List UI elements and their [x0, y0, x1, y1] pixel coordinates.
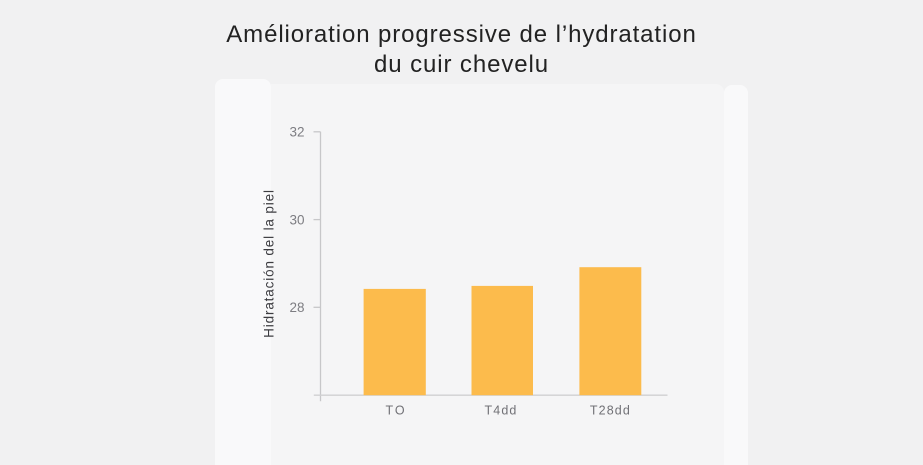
svg-text:28: 28: [289, 300, 304, 315]
svg-text:Hidratación del la piel: Hidratación del la piel: [262, 189, 277, 338]
svg-text:TO: TO: [386, 404, 407, 418]
svg-text:T4dd: T4dd: [485, 404, 518, 418]
svg-text:32: 32: [289, 125, 304, 140]
svg-text:30: 30: [289, 212, 304, 227]
svg-text:T28dd: T28dd: [590, 404, 631, 418]
